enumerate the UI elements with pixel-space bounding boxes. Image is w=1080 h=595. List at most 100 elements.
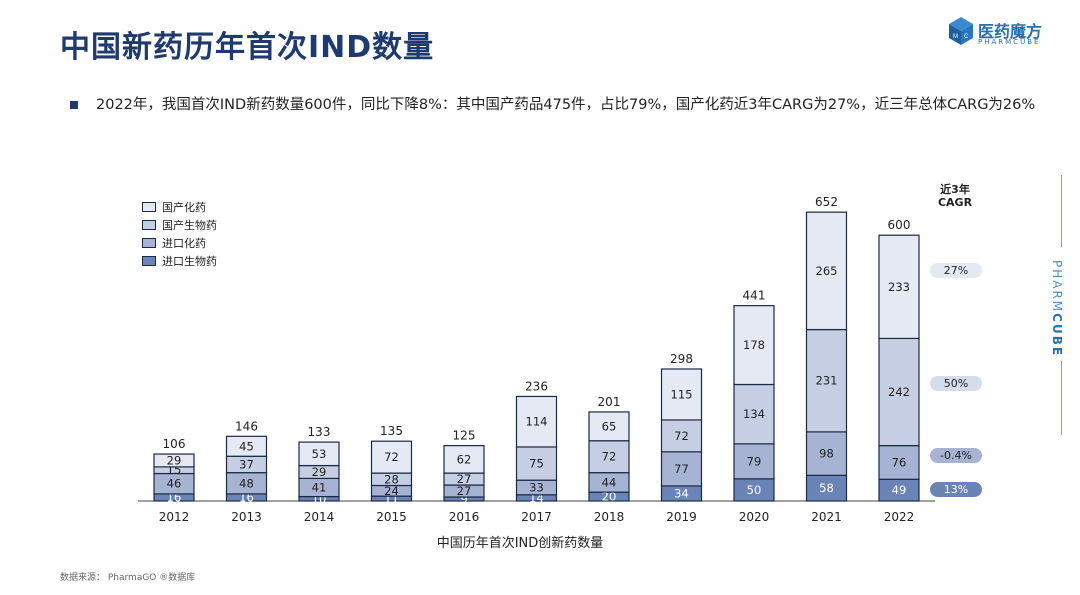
bar-segment-domestic-chem	[660, 368, 703, 421]
segment-value-label: 33	[529, 480, 544, 494]
bar-segment-import-chem	[878, 445, 920, 480]
segment-value-label: 20	[602, 490, 617, 504]
segment-value-label: 65	[602, 419, 617, 433]
x-tick-label: 2019	[666, 510, 697, 524]
segment-value-label: 62	[457, 452, 472, 466]
segment-value-label: 76	[892, 455, 907, 469]
segment-value-label: 75	[529, 457, 544, 471]
x-tick-label: 2020	[739, 510, 770, 524]
segment-value-label: 34	[674, 486, 689, 500]
segment-value-label: 28	[384, 472, 399, 486]
segment-value-label: 44	[602, 475, 617, 489]
x-tick-label: 2017	[521, 510, 552, 524]
bar-total-label: 146	[235, 419, 258, 433]
segment-value-label: 134	[743, 407, 765, 421]
bar-segment-domestic-bio	[805, 328, 848, 433]
legend-swatch	[142, 220, 156, 230]
x-tick-label: 2016	[449, 510, 480, 524]
bar-total-label: 201	[598, 395, 621, 409]
segment-value-label: 115	[671, 387, 693, 401]
segment-value-label: 114	[526, 415, 548, 429]
cagr-pill-import-bio: 13%	[930, 482, 982, 497]
bar-segment-domestic-chem	[733, 305, 775, 386]
cagr-pill-import-chem: -0.4%	[930, 448, 982, 463]
segment-value-label: 29	[167, 453, 182, 467]
bar-segment-domestic-chem	[153, 453, 195, 468]
svg-text:M: M	[953, 34, 958, 40]
page-title: 中国新药历年首次IND数量	[60, 30, 435, 65]
bar-segment-domestic-chem	[878, 234, 920, 340]
segment-value-label: 24	[384, 484, 399, 498]
segment-value-label: 27	[457, 472, 472, 486]
source-note: 数据来源： PharmaGO ®数据库	[60, 573, 196, 583]
segment-value-label: 37	[239, 457, 254, 471]
segment-value-label: 53	[312, 447, 327, 461]
brand-logo: M C 医药魔方 PHARMCUBE	[948, 16, 1058, 52]
bar-segment-domestic-chem	[443, 445, 485, 474]
bar-segment-domestic-bio	[660, 419, 703, 453]
segment-value-label: 178	[743, 338, 765, 352]
bar-segment-domestic-chem	[588, 411, 630, 442]
segment-value-label: 72	[384, 450, 399, 464]
bar-segment-domestic-chem	[515, 395, 558, 448]
side-brand-text: PHARMCUBE	[1050, 260, 1064, 358]
bar-segment-domestic-bio	[515, 446, 558, 481]
legend-item-domestic-chem: 国产化药	[142, 198, 217, 216]
x-tick-label: 2015	[376, 510, 407, 524]
segment-value-label: 9	[460, 492, 467, 506]
segment-value-label: 49	[892, 483, 907, 497]
x-tick-label: 2018	[594, 510, 625, 524]
bar-segment-import-chem	[660, 451, 703, 487]
segment-value-label: 79	[747, 454, 762, 468]
bar-segment-import-chem	[805, 431, 848, 476]
bar-total-label: 106	[163, 437, 186, 451]
segment-value-label: 29	[312, 465, 327, 479]
bar-total-label: 125	[453, 429, 476, 443]
summary-text: 2022年，我国首次IND新药数量600件，同比下降8%：其中国产药品475件，…	[96, 97, 1036, 113]
bar-total-label: 236	[525, 379, 548, 393]
svg-text:C: C	[964, 34, 969, 40]
legend-item-import-chem: 进口化药	[142, 234, 217, 252]
bar-total-label: 298	[670, 352, 693, 366]
legend-swatch	[142, 256, 156, 266]
cagr-pill-domestic-bio: 50%	[930, 376, 982, 391]
legend-swatch	[142, 238, 156, 248]
bar-segment-domestic-bio	[733, 383, 775, 445]
cagr-heading: 近3年 CAGR	[937, 183, 973, 209]
x-axis-label: 中国历年首次IND创新药数量	[436, 536, 604, 551]
segment-value-label: 50	[747, 483, 762, 497]
segment-value-label: 265	[816, 264, 838, 278]
segment-value-label: 46	[167, 477, 182, 491]
side-brand: PHARMCUBE	[1048, 175, 1078, 435]
segment-value-label: 72	[602, 450, 617, 464]
bar-total-label: 135	[380, 424, 403, 438]
logo-subtitle: PHARMCUBE	[978, 38, 1041, 46]
x-tick-label: 2021	[811, 510, 842, 524]
cagr-pill-domestic-chem: 27%	[930, 263, 982, 278]
bar-segment-domestic-chem	[805, 211, 848, 331]
segment-value-label: 41	[312, 480, 327, 494]
legend-item-import-bio: 进口生物药	[142, 252, 217, 270]
legend-item-domestic-bio: 国产生物药	[142, 216, 217, 234]
bar-segment-domestic-chem	[225, 435, 268, 457]
segment-value-label: 233	[888, 280, 910, 294]
bar-segment-domestic-chem	[370, 440, 413, 474]
bar-total-label: 652	[815, 195, 838, 209]
segment-value-label: 242	[888, 385, 910, 399]
bar-segment-import-bio	[805, 474, 848, 502]
bar-total-label: 133	[308, 425, 331, 439]
x-tick-label: 2014	[304, 510, 335, 524]
bar-total-label: 600	[888, 218, 911, 232]
segment-value-label: 48	[239, 476, 254, 490]
bar-segment-domestic-chem	[298, 441, 340, 467]
segment-value-label: 45	[239, 439, 254, 453]
segment-value-label: 231	[816, 374, 838, 388]
cube-logo-icon: M C	[949, 17, 973, 45]
bullet-icon	[70, 98, 82, 109]
segment-value-label: 72	[674, 429, 689, 443]
segment-value-label: 98	[819, 447, 834, 461]
bar-segment-domestic-bio	[878, 337, 920, 447]
x-tick-label: 2013	[231, 510, 262, 524]
segment-value-label: 27	[457, 484, 472, 498]
